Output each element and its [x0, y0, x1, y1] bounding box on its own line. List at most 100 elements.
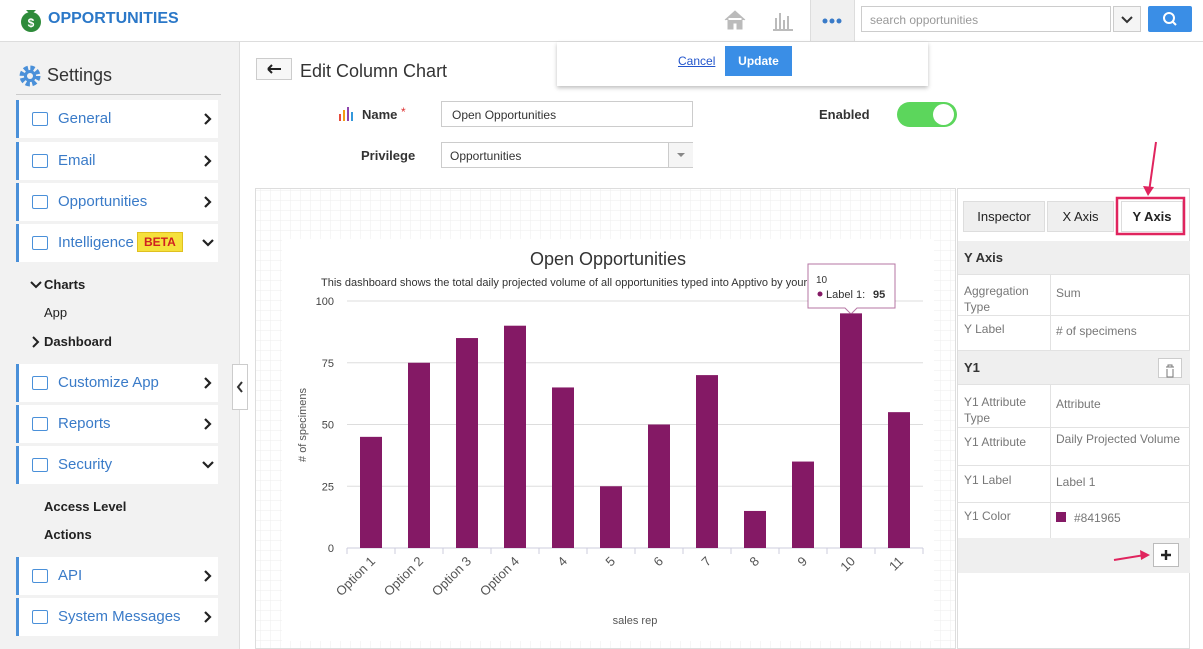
row-key: Y Label: [964, 321, 1005, 336]
bar: [408, 362, 430, 548]
row-value: Daily Projected Volume: [1056, 432, 1181, 446]
menu-label: API: [58, 567, 83, 584]
tab[interactable]: X Axis: [1047, 201, 1114, 232]
section-header: Y1: [958, 351, 1190, 385]
tooltip-box: [807, 263, 896, 315]
menu-item[interactable]: General: [16, 100, 218, 138]
bar: [696, 375, 718, 548]
enabled-toggle[interactable]: [897, 102, 957, 127]
privilege-label: Privilege: [361, 148, 416, 163]
privilege-select[interactable]: Opportunities: [441, 142, 693, 168]
app-icon: $: [21, 10, 41, 32]
section-title: Y1: [964, 360, 980, 375]
name-input[interactable]: Open Opportunities: [441, 101, 693, 127]
bar: [840, 313, 862, 548]
tooltip-label: Label 1:: [826, 289, 865, 301]
top-bar: $ OPPORTUNITIES search opportunities: [0, 0, 1203, 42]
home-icon[interactable]: [723, 8, 747, 32]
submenu-item[interactable]: App: [44, 305, 68, 320]
inspector-row: Y1 Color #841965: [958, 502, 1190, 539]
menu-item[interactable]: API: [16, 557, 218, 595]
row-value: #841965: [1056, 510, 1203, 526]
menu-item[interactable]: Intelligence BETA: [16, 224, 218, 262]
svg-text:$: $: [28, 16, 35, 30]
chart-subtitle: This dashboard shows the total daily pro…: [321, 277, 835, 289]
search-input[interactable]: search opportunities: [861, 6, 1111, 32]
y-axis-label: # of specimens: [297, 388, 309, 462]
divider: [16, 94, 221, 95]
required-mark: *: [401, 105, 406, 119]
enabled-label: Enabled: [819, 107, 870, 122]
submenu-item[interactable]: Dashboard: [44, 334, 112, 349]
bar: [648, 424, 670, 548]
bar: [360, 436, 382, 548]
y-tick-label: 0: [328, 543, 334, 555]
menu-item[interactable]: Opportunities: [16, 183, 218, 221]
inspector-row: Y1 Attribute Daily Projected Volume: [958, 427, 1190, 466]
menu-label: Email: [58, 152, 96, 169]
delete-button[interactable]: [1158, 358, 1182, 378]
tooltip-value: 95: [873, 289, 885, 301]
name-label: Name: [362, 107, 398, 122]
row-value: # of specimens: [1056, 323, 1137, 338]
collapse-button[interactable]: [232, 364, 248, 410]
chart-title: Open Opportunities: [530, 249, 686, 269]
color-swatch: [1056, 512, 1066, 522]
row-value: Sum: [1056, 286, 1081, 300]
add-button[interactable]: [1153, 543, 1179, 567]
app-title: OPPORTUNITIES: [48, 10, 179, 27]
bar: [552, 387, 574, 548]
submenu-item[interactable]: Charts: [44, 277, 86, 292]
popover: Cancel Update: [557, 42, 928, 86]
inspector-row: Y1 Label Label 1: [958, 465, 1190, 503]
search-button[interactable]: [1148, 6, 1192, 32]
menu-label: Customize App: [58, 374, 159, 391]
row-value: Label 1: [1056, 474, 1096, 489]
menu-label: Reports: [58, 415, 111, 432]
add-row: [958, 538, 1190, 573]
page-heading: Edit Column Chart: [300, 61, 448, 81]
update-button[interactable]: Update: [725, 46, 792, 76]
back-button[interactable]: [256, 58, 292, 80]
search-dropdown[interactable]: [1113, 6, 1141, 32]
menu-item[interactable]: Email: [16, 142, 218, 180]
tooltip-category: 10: [816, 275, 828, 286]
y-tick-label: 25: [322, 481, 334, 493]
menu-label: Security: [58, 456, 113, 473]
inspector-row: Y Label # of specimens: [958, 315, 1190, 351]
chart-type-icon: [339, 107, 353, 121]
menu-label: Opportunities: [58, 193, 148, 210]
submenu-item[interactable]: Actions: [44, 527, 92, 542]
beta-badge: BETA: [137, 232, 183, 252]
bar: [600, 486, 622, 548]
sidebar: Settings General Email Opportunities Intell…: [0, 42, 248, 649]
privilege-value: Opportunities: [450, 149, 522, 163]
y-tick-label: 75: [322, 358, 334, 370]
bar: [888, 412, 910, 548]
row-key: Y1 Color: [964, 509, 1011, 523]
row-key: Y1 Label: [964, 472, 1012, 487]
bar: [456, 338, 478, 548]
row-value: Attribute: [1056, 397, 1101, 411]
menu-item[interactable]: System Messages: [16, 598, 218, 636]
more-button[interactable]: [810, 0, 855, 41]
row-key: Y1 Attribute: [964, 435, 1027, 449]
menu-item[interactable]: Security: [16, 446, 218, 484]
tab[interactable]: Inspector: [963, 201, 1045, 232]
y-tick-label: 50: [322, 420, 334, 432]
submenu-item[interactable]: Access Level: [44, 499, 127, 514]
menu-label: General: [58, 110, 112, 127]
bar: [792, 461, 814, 548]
x-axis-label: sales rep: [613, 615, 658, 627]
chart-icon[interactable]: [771, 8, 795, 32]
tab[interactable]: Y Axis: [1121, 201, 1183, 232]
y-tick-label: 100: [316, 296, 334, 308]
menu-item[interactable]: Reports: [16, 405, 218, 443]
cancel-link[interactable]: Cancel: [678, 54, 716, 68]
row-key: Aggregation Type: [964, 284, 1029, 314]
section-title: Y Axis: [964, 250, 1004, 265]
menu-item[interactable]: Customize App: [16, 364, 218, 402]
menu-label: Intelligence: [58, 234, 134, 251]
arrow: [1148, 141, 1157, 193]
